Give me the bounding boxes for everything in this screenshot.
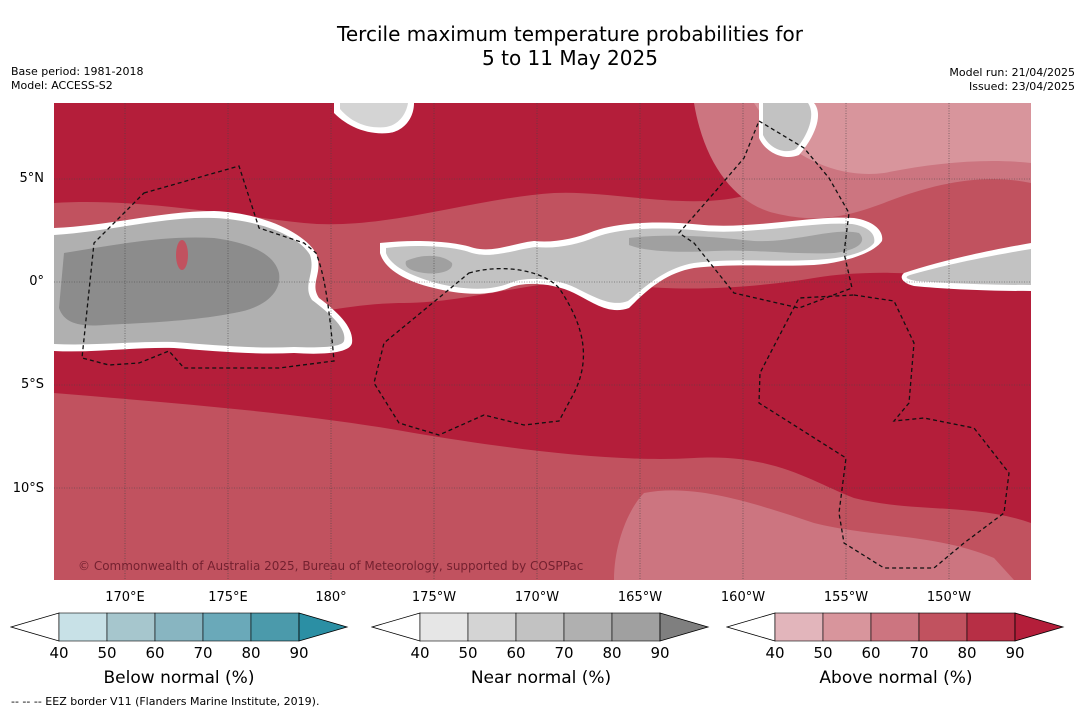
near-colorbar-segment <box>467 612 517 642</box>
lon-label-150w: 150°W <box>926 590 972 605</box>
below-tick-90: 90 <box>289 644 309 662</box>
near-colorbar-segment <box>611 612 661 642</box>
lon-label-170w: 170°W <box>514 590 560 605</box>
lon-label-155w: 155°W <box>823 590 869 605</box>
near-tick-40: 40 <box>410 644 430 662</box>
lon-label-180: 180° <box>315 590 347 605</box>
above-colorbar-segment <box>966 612 1016 642</box>
near-colorbar-segment <box>419 612 469 642</box>
below-colorbar-segment <box>250 612 300 642</box>
above-tick-40: 40 <box>765 644 785 662</box>
probability-field <box>54 103 1031 580</box>
eez-borders <box>81 120 1010 569</box>
above-tick-70: 70 <box>909 644 929 662</box>
below-tick-50: 50 <box>97 644 117 662</box>
below-normal-colorbar <box>10 612 349 642</box>
meta-right: Model run: 21/04/2025 Issued: 23/04/2025 <box>949 66 1075 94</box>
below-colorbar-segment <box>106 612 156 642</box>
near-tick-60: 60 <box>506 644 526 662</box>
near-tick-80: 80 <box>602 644 622 662</box>
lon-label-165w: 165°W <box>617 590 663 605</box>
near-normal-north <box>340 103 408 128</box>
below-tick-60: 60 <box>145 644 165 662</box>
title-line-2: 5 to 11 May 2025 <box>482 46 658 70</box>
lat-label-5n: 5°N <box>19 171 45 186</box>
near-normal-central-core <box>629 231 863 254</box>
copyright-notice: © Commonwealth of Australia 2025, Bureau… <box>78 559 584 573</box>
meta-left: Base period: 1981-2018 Model: ACCESS-S2 <box>11 65 143 93</box>
above-colorbar-max-arrow <box>1014 612 1065 642</box>
below-colorbar-segment <box>202 612 252 642</box>
model-run: Model run: 21/04/2025 <box>949 66 1075 79</box>
eez-footnote: -- -- -- EEZ border V11 (Flanders Marine… <box>11 695 320 708</box>
below-colorbar-segment <box>154 612 204 642</box>
lon-label-175e: 175°E <box>208 590 248 605</box>
map-title: Tercile maximum temperature probabilitie… <box>0 22 1085 70</box>
graticule <box>54 103 1031 580</box>
near-normal-central-core-2 <box>405 255 453 274</box>
near-normal-west-core <box>59 237 280 326</box>
near-normal-colorbar <box>371 612 710 642</box>
above-tick-60: 60 <box>861 644 881 662</box>
above-50-northeast <box>754 103 1031 174</box>
above-tick-50: 50 <box>813 644 833 662</box>
near-tick-50: 50 <box>458 644 478 662</box>
near-normal-ne <box>763 103 812 152</box>
lon-label-170e: 170°E <box>105 590 145 605</box>
below-colorbar-segment <box>58 612 108 642</box>
near-colorbar-segment <box>515 612 565 642</box>
title-line-1: Tercile maximum temperature probabilitie… <box>337 22 803 46</box>
above-normal-colorbar <box>726 612 1065 642</box>
lon-label-175w: 175°W <box>411 590 457 605</box>
above-tick-90: 90 <box>1005 644 1025 662</box>
model-name: Model: ACCESS-S2 <box>11 79 113 92</box>
above-colorbar-segment <box>774 612 824 642</box>
near-colorbar-min-arrow <box>371 612 421 642</box>
near-tick-70: 70 <box>554 644 574 662</box>
lat-label-10s: 10°S <box>12 481 44 496</box>
near-normal-label: Near normal (%) <box>470 668 612 688</box>
above-60-south <box>614 490 1014 580</box>
above-normal-label: Above normal (%) <box>819 668 973 688</box>
near-normal-east <box>906 249 1031 285</box>
above-colorbar-segment <box>870 612 920 642</box>
lat-label-0: 0° <box>29 274 44 289</box>
below-tick-80: 80 <box>241 644 261 662</box>
lon-label-160w: 160°W <box>720 590 766 605</box>
above-colorbar-segment <box>822 612 872 642</box>
above-tick-80: 80 <box>957 644 977 662</box>
below-normal-label: Below normal (%) <box>103 668 255 688</box>
above-pocket-west <box>176 240 188 270</box>
below-colorbar-max-arrow <box>298 612 349 642</box>
below-tick-70: 70 <box>193 644 213 662</box>
issued-date: Issued: 23/04/2025 <box>968 80 1075 93</box>
near-colorbar-segment <box>563 612 613 642</box>
below-tick-40: 40 <box>49 644 69 662</box>
above-colorbar-segment <box>918 612 968 642</box>
near-colorbar-max-arrow <box>659 612 710 642</box>
below-colorbar-min-arrow <box>10 612 60 642</box>
base-period: Base period: 1981-2018 <box>11 65 144 78</box>
lat-label-5s: 5°S <box>20 377 44 392</box>
near-tick-90: 90 <box>650 644 670 662</box>
above-colorbar-min-arrow <box>726 612 776 642</box>
map-panel: © Commonwealth of Australia 2025, Bureau… <box>54 103 1031 580</box>
